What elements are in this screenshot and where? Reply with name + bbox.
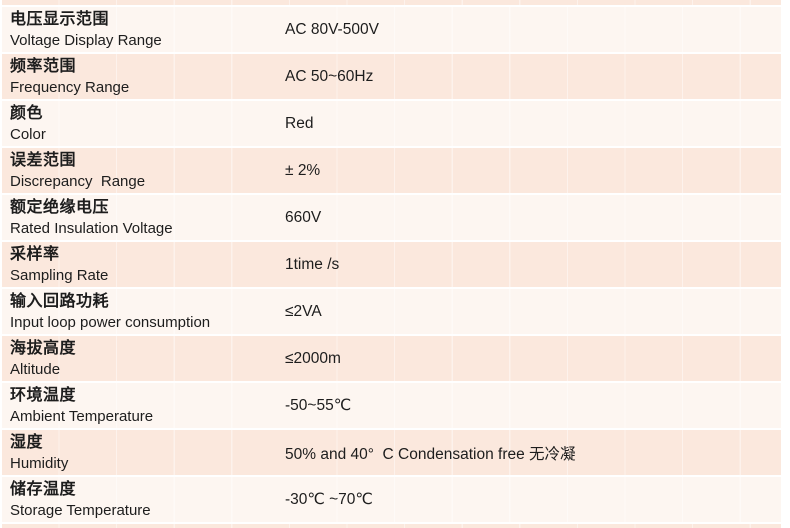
spec-value: Red: [285, 114, 314, 132]
spec-label-zh: 额定绝缘电压: [10, 198, 110, 216]
spec-label-en: Input loop power consumption: [10, 313, 211, 331]
spec-label-cell: 误差范围 Discrepancy Range: [2, 148, 276, 193]
table-row: 海拔高度 Altitude ≤2000m: [2, 336, 781, 381]
cropped-row-strip-bottom: [2, 524, 781, 528]
spec-label-zh: 采样率: [10, 245, 60, 263]
spec-value: 660V: [285, 208, 322, 226]
table-row: 采样率 Sampling Rate 1time /s: [2, 242, 781, 287]
spec-value-cell: ≤2000m: [280, 336, 781, 381]
spec-value-cell: AC 50~60Hz: [280, 54, 781, 99]
table-row: 环境温度 Ambient Temperature -50~55℃: [2, 383, 781, 428]
spec-label-en: Storage Temperature: [10, 501, 151, 519]
spec-label-zh: 输入回路功耗: [10, 292, 110, 310]
spec-label-cell: 海拔高度 Altitude: [2, 336, 276, 381]
spec-label-zh: 频率范围: [10, 57, 77, 75]
cropped-row-strip-top: [2, 0, 781, 5]
spec-label-zh: 电压显示范围: [10, 10, 110, 28]
spec-value-cell: 50% and 40° C Condensation free 无冷凝: [280, 430, 781, 475]
spec-label-en: Voltage Display Range: [10, 31, 162, 49]
spec-value: ≤2VA: [285, 302, 322, 320]
spec-value-cell: -30℃ ~70℃: [280, 477, 781, 522]
spec-label-en: Color: [10, 125, 46, 143]
table-row: 颜色 Color Red: [2, 101, 781, 146]
spec-label-en: Ambient Temperature: [10, 407, 154, 425]
table-row: 湿度 Humidity 50% and 40° C Condensation f…: [2, 430, 781, 475]
spec-label-en: Altitude: [10, 360, 61, 378]
spec-value: ≤2000m: [285, 349, 341, 367]
spec-label-en: Humidity: [10, 454, 69, 472]
spec-value-cell: 1time /s: [280, 242, 781, 287]
table-row: 储存温度 Storage Temperature -30℃ ~70℃: [2, 477, 781, 522]
spec-label-cell: 电压显示范围 Voltage Display Range: [2, 7, 276, 52]
spec-value: AC 50~60Hz: [285, 67, 374, 85]
spec-label-zh: 误差范围: [10, 151, 77, 169]
spec-label-cell: 储存温度 Storage Temperature: [2, 477, 276, 522]
table-row: 误差范围 Discrepancy Range ± 2%: [2, 148, 781, 193]
spec-label-zh: 环境温度: [10, 386, 77, 404]
spec-value: AC 80V-500V: [285, 20, 379, 38]
spec-value-cell: Red: [280, 101, 781, 146]
spec-label-cell: 采样率 Sampling Rate: [2, 242, 276, 287]
spec-label-en: Rated Insulation Voltage: [10, 219, 173, 237]
spec-label-zh: 储存温度: [10, 480, 77, 498]
spec-value: -30℃ ~70℃: [285, 491, 373, 508]
spec-value-cell: -50~55℃: [280, 383, 781, 428]
spec-value-cell: ≤2VA: [280, 289, 781, 334]
spec-value-cell: 660V: [280, 195, 781, 240]
spec-label-zh: 颜色: [10, 104, 44, 122]
spec-label-cell: 环境温度 Ambient Temperature: [2, 383, 276, 428]
table-row: 频率范围 Frequency Range AC 50~60Hz: [2, 54, 781, 99]
spec-label-cell: 颜色 Color: [2, 101, 276, 146]
spec-value: 50% and 40° C Condensation free 无冷凝: [285, 445, 576, 463]
table-row: 额定绝缘电压 Rated Insulation Voltage 660V: [2, 195, 781, 240]
spec-label-en: Frequency Range: [10, 78, 130, 96]
spec-label-cell: 湿度 Humidity: [2, 430, 276, 475]
spec-label-en: Discrepancy Range: [10, 172, 146, 190]
spec-label-zh: 湿度: [10, 433, 44, 451]
table-row: 输入回路功耗 Input loop power consumption ≤2VA: [2, 289, 781, 334]
spec-label-zh: 海拔高度: [10, 339, 77, 357]
spec-label-cell: 输入回路功耗 Input loop power consumption: [2, 289, 276, 334]
spec-value: 1time /s: [285, 255, 340, 273]
spec-value: ± 2%: [285, 161, 321, 179]
spec-value-cell: ± 2%: [280, 148, 781, 193]
spec-label-en: Sampling Rate: [10, 266, 109, 284]
spec-label-cell: 额定绝缘电压 Rated Insulation Voltage: [2, 195, 276, 240]
spec-value-cell: AC 80V-500V: [280, 7, 781, 52]
spec-value: -50~55℃: [285, 397, 352, 414]
table-row: 电压显示范围 Voltage Display Range AC 80V-500V: [2, 7, 781, 52]
spec-label-cell: 频率范围 Frequency Range: [2, 54, 276, 99]
